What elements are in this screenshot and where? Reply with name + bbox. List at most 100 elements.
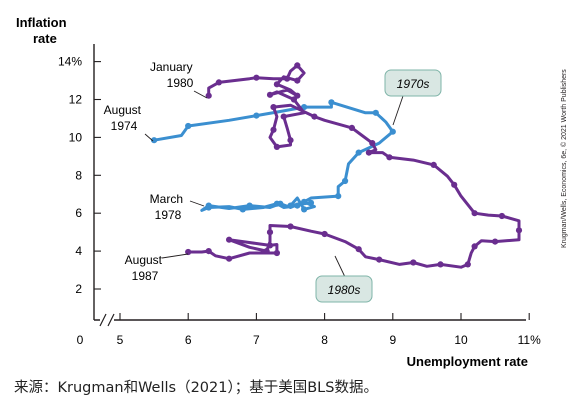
y-tick-label: 14% — [58, 55, 82, 69]
badge-leader-1970s — [392, 95, 404, 126]
data-point-1970s — [328, 99, 335, 106]
x-tick-label: 8 — [321, 333, 328, 347]
annotation-march-1978: March 1978 — [150, 192, 187, 222]
badge-1980s: 1980s — [328, 283, 361, 297]
data-point-1980s — [273, 143, 280, 150]
data-point-1980s — [273, 249, 280, 257]
data-point-1980s — [376, 256, 383, 263]
data-point-1980s — [266, 242, 274, 249]
data-point-1980s — [492, 238, 499, 245]
data-point-1970s — [335, 193, 342, 200]
data-point-1980s — [451, 181, 458, 188]
data-point-1980s — [365, 149, 372, 156]
annotation-leader — [189, 200, 205, 207]
caption: 来源：Krugman和Wells（2021）；基于美国BLS数据。 — [14, 380, 378, 396]
data-point-1980s — [270, 126, 277, 133]
badge-1970s-box — [384, 69, 442, 97]
annotation-january-1980: January 1980 — [150, 60, 196, 90]
data-point-1970s — [277, 200, 284, 207]
badge-1970s: 1970s — [397, 77, 430, 91]
annotation-august-1987: August 1987 — [125, 253, 166, 283]
x-tick-label: 6 — [185, 333, 192, 347]
data-point-1980s — [284, 75, 291, 82]
data-point-1980s — [430, 161, 437, 168]
y-tick-label: 8 — [75, 168, 82, 182]
badge-leader-1980s — [334, 255, 346, 278]
badge-1980s-box — [315, 275, 373, 303]
data-point-1980s — [253, 74, 260, 81]
data-point-1980s — [369, 140, 376, 147]
data-point-1980s — [355, 246, 362, 253]
annotation-august-1974: August 1974 — [104, 103, 145, 133]
data-point-1980s — [280, 113, 287, 120]
data-point-1970s — [246, 202, 253, 209]
y-axis-label: Inflation rate — [16, 15, 70, 46]
data-point-1970s — [239, 206, 246, 213]
series-layer — [151, 62, 523, 269]
data-point-1980s — [386, 154, 393, 161]
x-tick-label: 11% — [518, 333, 541, 347]
data-point-1970s — [301, 206, 308, 213]
y-axis-label-line: Inflation — [16, 15, 67, 30]
x-tick-label: 5 — [117, 333, 124, 347]
data-point-1980s — [348, 124, 355, 131]
data-point-1980s — [273, 81, 280, 88]
data-point-1970s — [355, 149, 362, 156]
data-point-1970s — [389, 128, 396, 135]
data-point-1980s — [471, 210, 478, 217]
data-point-1970s — [185, 122, 192, 130]
y-tick-label: 6 — [75, 206, 82, 220]
data-point-1970s — [307, 199, 315, 206]
data-point-1970s — [151, 137, 158, 144]
data-point-1970s — [253, 112, 260, 119]
y-tick-label: 2 — [75, 282, 82, 296]
data-point-1980s — [205, 92, 212, 99]
credit-text: Krugman/Wells, Economics, 6e, © 2021 Wor… — [560, 69, 568, 248]
data-point-1980s — [290, 96, 297, 103]
data-point-1980s — [287, 137, 294, 144]
series-line-1980s — [186, 63, 521, 269]
y-axis-label-line: rate — [33, 31, 57, 46]
series-line-1970s — [152, 100, 395, 212]
data-point-1980s — [464, 261, 471, 268]
annotation-leader — [193, 90, 208, 99]
x-axis-label: Unemployment rate — [407, 354, 528, 369]
data-point-1980s — [515, 227, 523, 234]
annotation-leader — [161, 253, 189, 259]
ticks-layer: 5 6 7 8 9 10 11% 2 4 6 8 10 12 14% — [58, 55, 541, 347]
data-point-1970s — [372, 109, 379, 116]
data-point-1980s — [226, 236, 233, 243]
axis-break-mark — [99, 313, 115, 327]
data-point-1970s — [287, 202, 294, 209]
data-point-1980s — [294, 77, 301, 84]
data-point-1980s — [498, 212, 505, 220]
data-point-1970s — [294, 202, 301, 209]
data-point-1980s — [287, 223, 294, 230]
data-point-1980s — [266, 91, 274, 98]
data-point-1980s — [226, 255, 233, 262]
x-tick-label: 9 — [389, 333, 396, 347]
data-point-1980s — [321, 230, 328, 238]
data-point-1980s — [471, 243, 478, 250]
data-point-1980s — [437, 261, 444, 268]
x-tick-label: 10 — [454, 333, 468, 347]
y-tick-label: 12 — [69, 93, 83, 107]
data-point-1970s — [301, 198, 308, 205]
x-origin-label: 0 — [77, 333, 84, 347]
annotation-leader — [144, 133, 154, 142]
y-tick-label: 4 — [75, 244, 82, 258]
data-point-1980s — [263, 248, 270, 255]
y-tick-label: 10 — [69, 130, 83, 144]
data-point-1980s — [266, 229, 274, 236]
data-point-1980s — [205, 248, 212, 255]
data-point-1980s — [311, 113, 318, 120]
data-point-1980s — [270, 104, 277, 111]
data-point-1980s — [410, 259, 417, 266]
data-point-1980s — [294, 62, 301, 69]
data-point-1970s — [342, 177, 349, 185]
data-point-1970s — [205, 202, 212, 209]
x-tick-label: 7 — [253, 333, 260, 347]
data-point-1980s — [215, 79, 222, 86]
data-point-1980s — [185, 248, 192, 256]
